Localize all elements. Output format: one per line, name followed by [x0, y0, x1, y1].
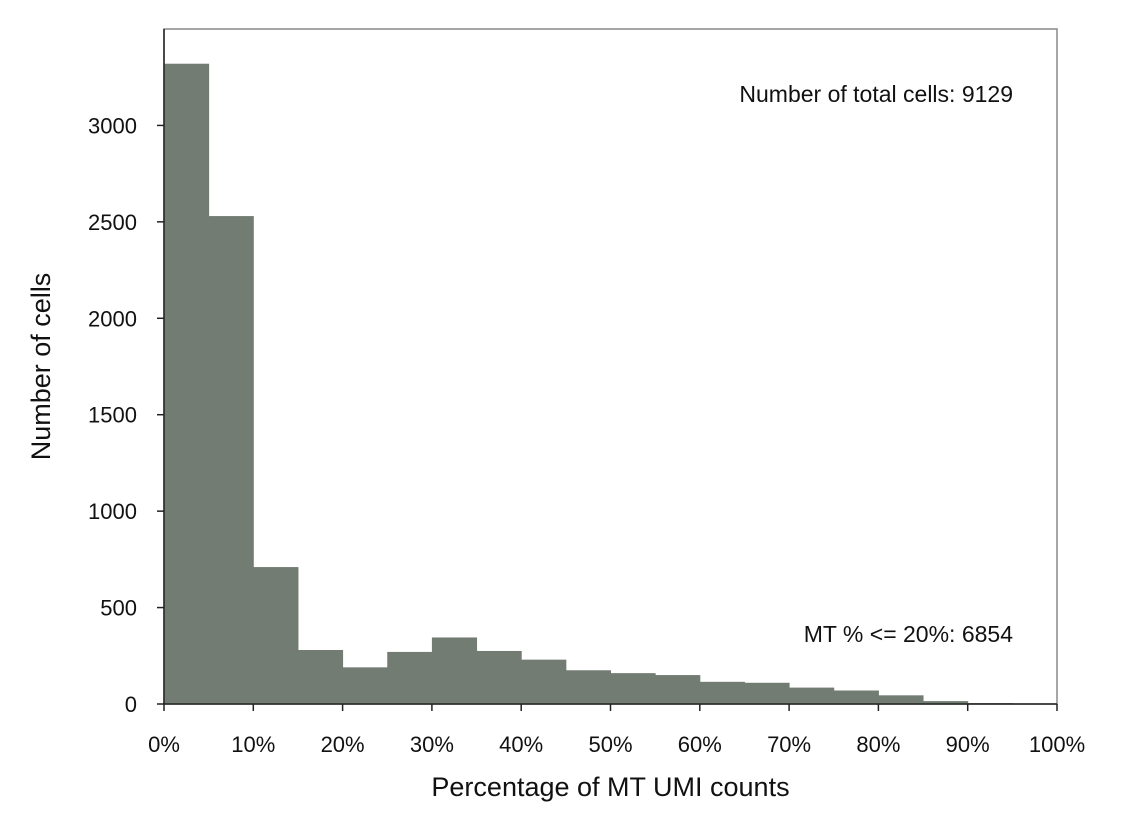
histogram-bar [521, 659, 567, 704]
y-tick-label: 2500 [88, 210, 137, 235]
y-tick-label: 0 [125, 692, 137, 717]
histogram-bar [565, 670, 611, 704]
y-tick-label: 1500 [88, 403, 137, 428]
y-axis: 0 500 1000 1500 2000 2500 3000 [88, 29, 165, 717]
annotation-total-cells: Number of total cells: 9129 [739, 81, 1013, 107]
histogram-bar [342, 667, 388, 704]
x-tick-label: 80% [856, 732, 900, 757]
histogram-bar [208, 216, 254, 705]
histogram-bar [744, 682, 790, 704]
histogram-bar [833, 690, 879, 704]
y-tick-label: 2000 [88, 306, 137, 331]
y-tick-label: 1000 [88, 499, 137, 524]
histogram-bar [476, 650, 522, 704]
histogram-bar [655, 675, 701, 704]
histogram-bar [923, 701, 969, 704]
x-axis: 0% 10% 20% 30% 40% 50% 60% 70% 80% 90% 100% [148, 703, 1085, 757]
y-tick-label: 3000 [88, 113, 137, 138]
x-tick-label: 10% [231, 732, 275, 757]
histogram-bar [699, 681, 745, 704]
histogram-bar [878, 695, 924, 704]
histogram-bar [431, 637, 478, 704]
x-tick-label: 90% [946, 732, 990, 757]
histogram-bar [164, 63, 210, 704]
histogram-bar [610, 673, 656, 704]
histogram-bars [164, 63, 1013, 705]
x-tick-label: 0% [148, 732, 180, 757]
histogram-bar [387, 651, 433, 704]
x-tick-label: 40% [499, 732, 543, 757]
histogram-bar [297, 650, 344, 704]
y-axis-label: Number of cells [26, 273, 56, 461]
annotation-mt-threshold: MT % <= 20%: 6854 [804, 621, 1013, 647]
x-axis-label: Percentage of MT UMI counts [431, 772, 789, 802]
x-tick-label: 50% [588, 732, 632, 757]
x-tick-label: 30% [410, 732, 454, 757]
x-tick-label: 70% [767, 732, 811, 757]
histogram-bar [253, 567, 299, 704]
y-tick-label: 500 [100, 596, 137, 621]
histogram-bar [789, 687, 835, 704]
x-tick-label: 60% [678, 732, 722, 757]
x-tick-label: 100% [1029, 732, 1085, 757]
x-tick-label: 20% [321, 732, 365, 757]
